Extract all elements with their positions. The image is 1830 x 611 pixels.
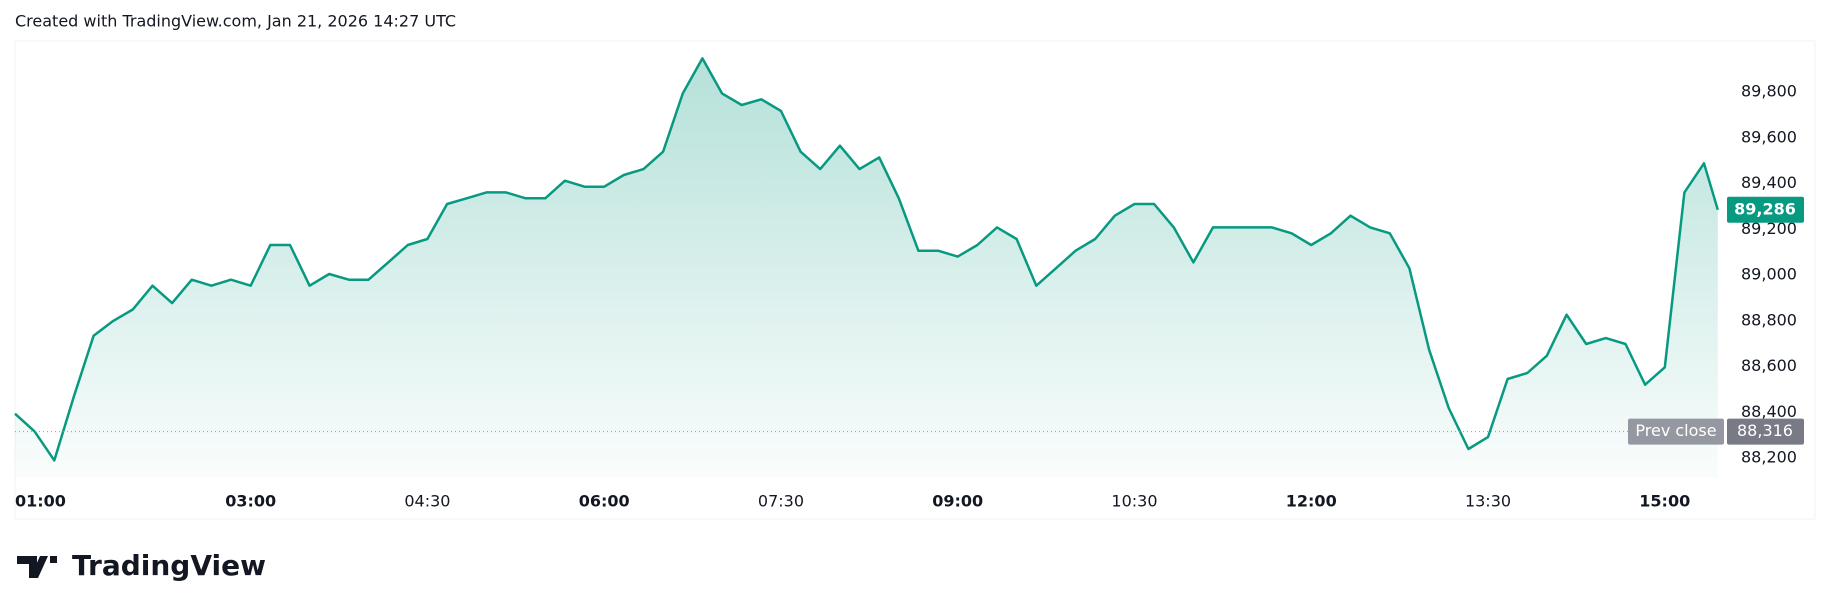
- x-tick-label: 13:30: [1465, 492, 1511, 511]
- y-tick-label: 88,400: [1741, 402, 1797, 421]
- logo: TradingView: [17, 549, 266, 582]
- prev-close-value-box: [1727, 418, 1804, 445]
- x-tick-label: 15:00: [1639, 492, 1690, 511]
- area-fill: [15, 58, 1718, 479]
- x-tick-label: 07:30: [758, 492, 804, 511]
- prev-close-value: 88,316: [1737, 421, 1793, 440]
- y-tick-label: 89,600: [1741, 127, 1797, 146]
- x-tick-label: 01:00: [15, 492, 66, 511]
- y-tick-label: 89,200: [1741, 219, 1797, 238]
- x-tick-label: 03:00: [225, 492, 276, 511]
- header: Created with TradingView.com, Jan 21, 20…: [15, 12, 456, 31]
- y-tick-label: 88,200: [1741, 448, 1797, 467]
- x-tick-label: 09:00: [932, 492, 983, 511]
- last-price-box: [1727, 196, 1804, 223]
- last-price-label: 89,286: [1734, 199, 1796, 218]
- y-tick-label: 88,800: [1741, 310, 1797, 329]
- panel-frame: [14, 40, 1816, 520]
- logo-icon: [17, 556, 57, 578]
- y-tick-label: 89,800: [1741, 82, 1797, 101]
- logo-text: TradingView: [72, 549, 266, 582]
- x-tick-label: 12:00: [1286, 492, 1337, 511]
- prev-close-name: Prev close: [1635, 421, 1716, 440]
- y-tick-label: 88,600: [1741, 356, 1797, 375]
- y-tick-label: 89,000: [1741, 265, 1797, 284]
- prev-close-name-box: [1628, 418, 1724, 445]
- x-tick-label: 06:00: [579, 492, 630, 511]
- x-tick-label: 04:30: [404, 492, 450, 511]
- price-line: [14, 57, 1719, 462]
- x-tick-label: 10:30: [1111, 492, 1157, 511]
- y-tick-label: 89,400: [1741, 173, 1797, 192]
